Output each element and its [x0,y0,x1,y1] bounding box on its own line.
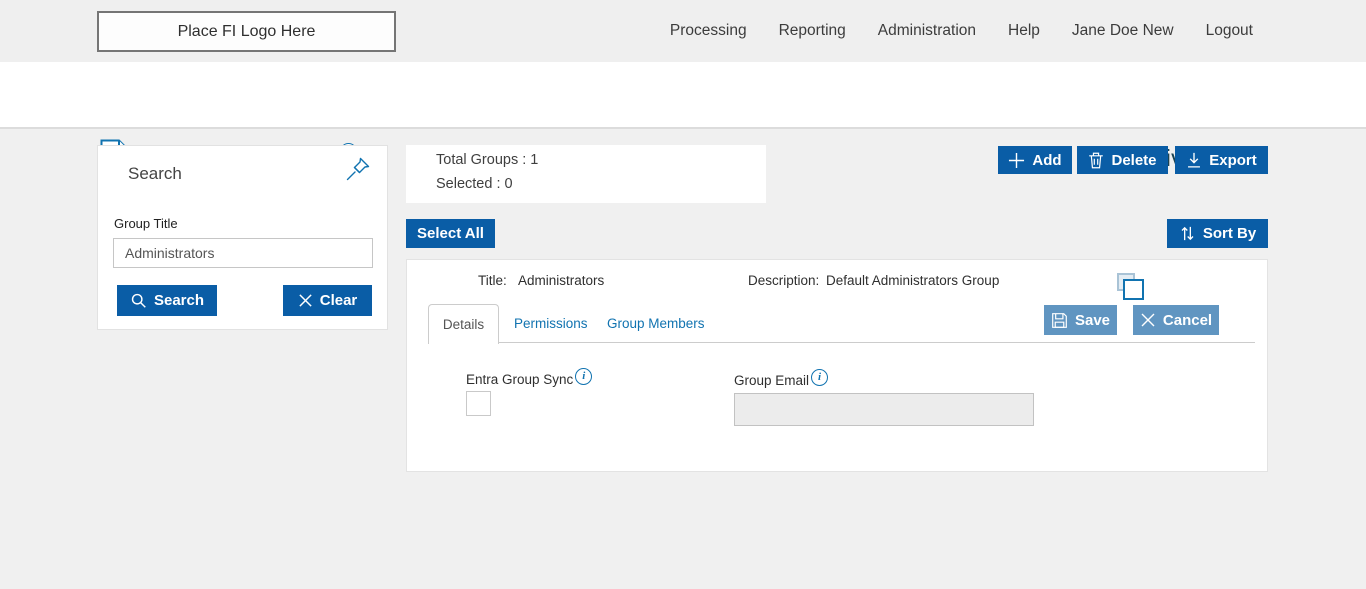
search-button[interactable]: Search [117,285,217,316]
close-icon [299,294,312,307]
close-icon [1141,313,1155,327]
group-email-info-icon[interactable] [811,369,829,386]
group-description-label: Description: [748,273,820,288]
pin-icon[interactable] [345,156,371,182]
fi-logo-placeholder[interactable]: Place FI Logo Here [97,11,396,52]
group-email-label: Group Email [734,369,829,388]
group-card: Title: Administrators Description: Defau… [406,259,1268,472]
save-floppy-icon [1052,312,1067,328]
nav-processing[interactable]: Processing [669,22,747,39]
group-title-input[interactable] [113,238,373,268]
nav-user-name[interactable]: Jane Doe New [1071,22,1174,39]
trash-icon [1089,152,1104,168]
group-title-label: Group Title [114,216,178,231]
export-button[interactable]: Export [1175,146,1268,174]
tabs-underline [428,342,1255,343]
clear-button[interactable]: Clear [283,285,372,316]
checkbox-box [1123,279,1144,300]
download-icon [1188,152,1201,168]
total-groups-count: Total Groups : 1 [436,152,539,168]
nav-logout[interactable]: Logout [1205,22,1253,39]
group-description-value: Default Administrators Group [826,273,1000,288]
nav-reporting[interactable]: Reporting [778,22,846,39]
nav-administration[interactable]: Administration [877,22,977,39]
selected-count: Selected : 0 [436,176,513,192]
group-title-field-label: Title: [478,273,507,288]
save-button[interactable]: Save [1044,305,1117,335]
group-stats-box: Total Groups : 1 Selected : 0 [406,145,766,203]
group-select-checkbox[interactable] [1117,273,1145,301]
entra-group-sync-label: Entra Group Sync [466,368,593,387]
entra-info-icon[interactable] [575,368,593,385]
group-email-input[interactable] [734,393,1034,426]
plus-icon [1009,152,1025,168]
search-icon [131,293,146,308]
nav-help[interactable]: Help [1008,22,1040,39]
tab-group-members[interactable]: Group Members [607,315,705,331]
group-title-field-value: Administrators [518,273,605,288]
page-header: Group Maintenance Kinective Sign [0,62,1366,171]
tab-details[interactable]: Details [428,304,499,344]
sort-by-button[interactable]: Sort By [1167,219,1268,248]
top-bar: Place FI Logo Here Processing Reporting … [0,0,1366,62]
add-button[interactable]: Add [998,146,1072,174]
select-all-button[interactable]: Select All [406,219,495,248]
search-panel: Search Group Title Search Clear [97,145,388,330]
tab-permissions[interactable]: Permissions [514,315,588,331]
sort-arrows-icon [1181,226,1194,241]
delete-button[interactable]: Delete [1077,146,1168,174]
search-panel-title: Search [128,164,182,183]
entra-group-sync-checkbox[interactable] [466,391,491,416]
cancel-button[interactable]: Cancel [1133,305,1219,335]
top-navigation: Processing Reporting Administration Help… [670,0,1253,62]
